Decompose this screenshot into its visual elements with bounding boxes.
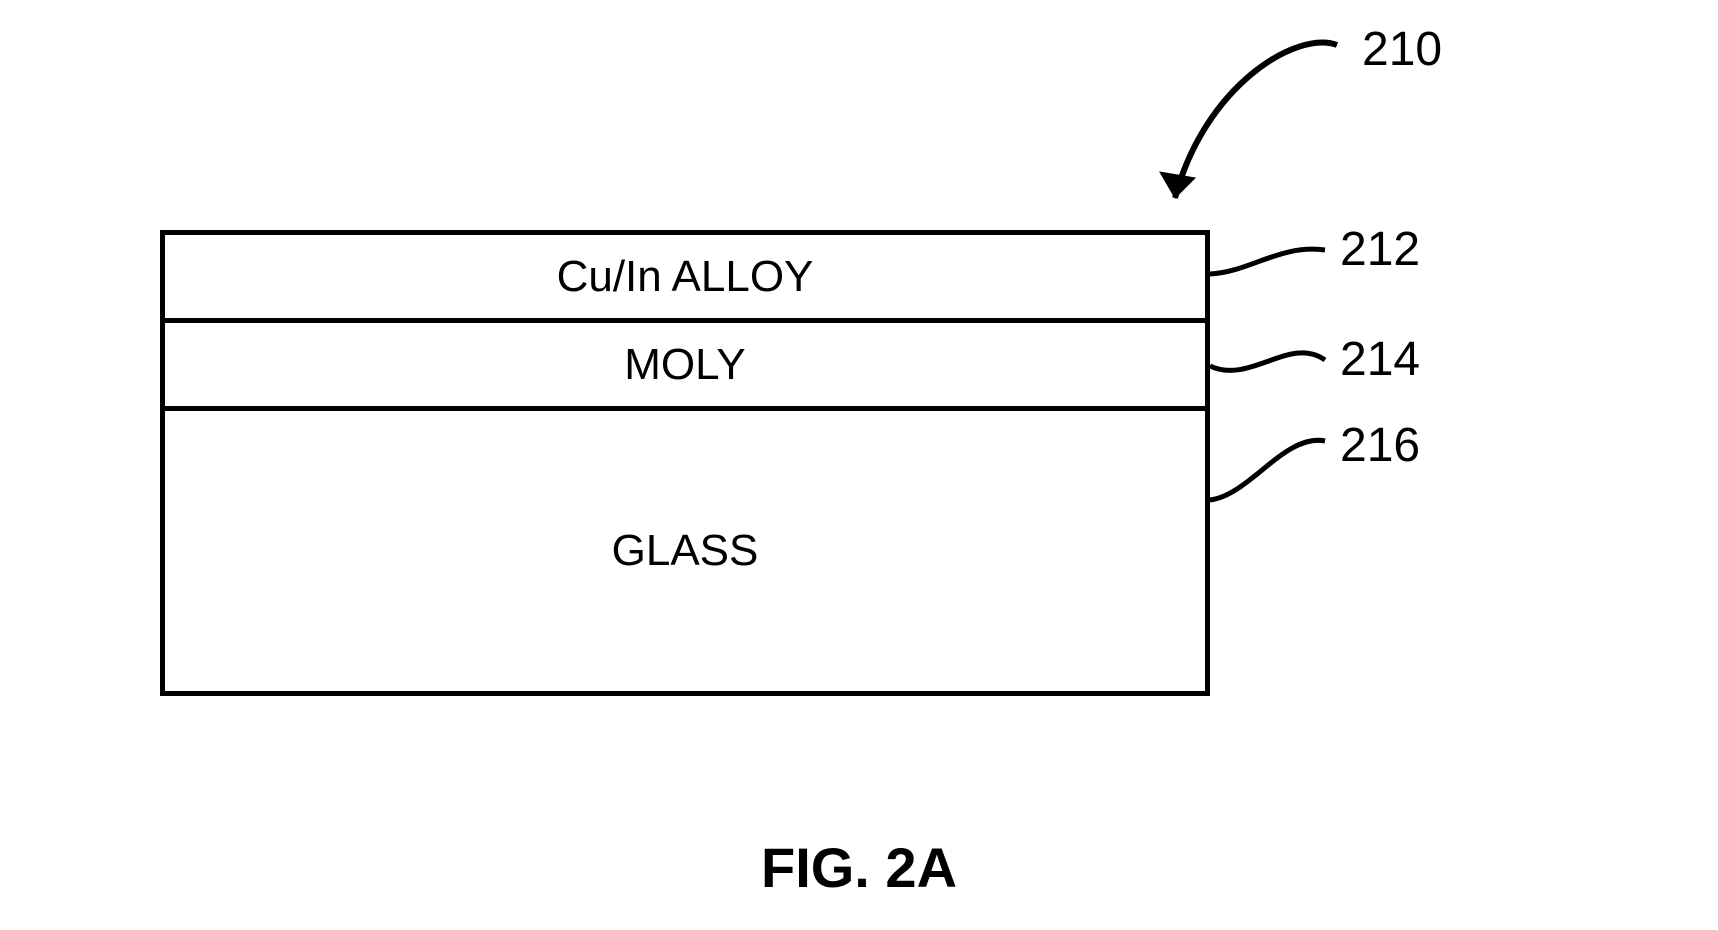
layer-label: Cu/In ALLOY (557, 252, 814, 302)
assembly-arrow (1167, 50, 1367, 230)
layer-label: GLASS (612, 526, 759, 576)
layer-stack: Cu/In ALLOY MOLY GLASS (160, 230, 1210, 696)
leader-214 (1210, 350, 1340, 400)
leader-212 (1210, 252, 1340, 302)
layer-middle: MOLY (165, 323, 1205, 411)
arrow-shaft (1175, 43, 1337, 198)
ref-label-214: 214 (1340, 332, 1420, 387)
ref-label-assembly: 210 (1362, 22, 1442, 77)
ref-label-212: 212 (1340, 222, 1420, 277)
leader-curve (1210, 353, 1325, 371)
layer-top: Cu/In ALLOY (165, 235, 1205, 323)
layer-stack-diagram: Cu/In ALLOY MOLY GLASS (160, 230, 1210, 696)
leader-curve (1210, 249, 1325, 274)
layer-label: MOLY (624, 340, 745, 390)
figure-caption: FIG. 2A (0, 835, 1718, 900)
ref-label-216: 216 (1340, 418, 1420, 473)
layer-bottom: GLASS (165, 411, 1205, 691)
leader-curve (1210, 440, 1325, 500)
arrow-head-icon (1160, 172, 1195, 198)
leader-216 (1210, 445, 1340, 515)
